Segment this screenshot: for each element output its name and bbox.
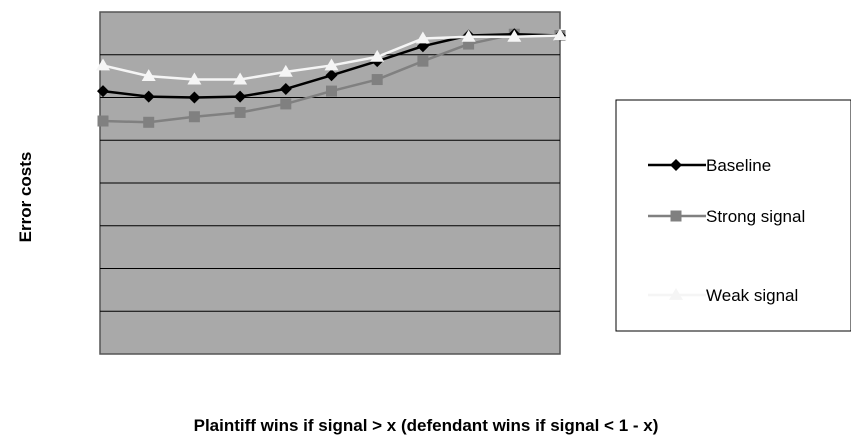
data-point-weak-signal <box>324 58 339 71</box>
data-point-weak-signal <box>278 64 293 77</box>
data-point-strong-signal <box>417 55 429 67</box>
data-point-weak-signal <box>553 28 567 41</box>
data-point-baseline <box>142 90 155 103</box>
data-point-weak-signal <box>233 72 248 85</box>
data-point-strong-signal <box>371 74 383 86</box>
data-point-strong-signal <box>234 106 246 118</box>
data-point-strong-signal <box>188 111 200 123</box>
data-point-strong-signal <box>143 116 155 128</box>
data-point-weak-signal <box>187 72 202 85</box>
data-point-strong-signal <box>326 85 337 97</box>
data-point-strong-signal <box>280 98 292 110</box>
legend-label-baseline: Baseline <box>706 156 771 175</box>
legend-marker-weak-signal <box>669 288 683 300</box>
data-point-strong-signal <box>463 38 475 50</box>
data-point-weak-signal <box>461 29 476 42</box>
y-axis-title: Error costs <box>16 152 35 243</box>
data-point-baseline <box>97 85 109 98</box>
legend-label-weak-signal: Weak signal <box>706 286 798 305</box>
data-point-weak-signal <box>96 58 110 71</box>
data-point-baseline <box>234 90 247 103</box>
data-point-baseline <box>279 82 292 95</box>
legend-marker-strong-signal <box>670 210 682 222</box>
data-point-baseline <box>325 69 338 82</box>
data-point-baseline <box>188 91 201 104</box>
data-point-strong-signal <box>97 115 109 127</box>
legend-marker-baseline <box>670 159 682 171</box>
data-point-weak-signal <box>415 31 430 44</box>
x-axis-title: Plaintiff wins if signal > x (defendant … <box>194 416 659 435</box>
legend-label-strong-signal: Strong signal <box>706 207 805 226</box>
data-point-weak-signal <box>141 69 156 82</box>
data-point-weak-signal <box>507 29 522 42</box>
data-point-weak-signal <box>370 49 385 62</box>
